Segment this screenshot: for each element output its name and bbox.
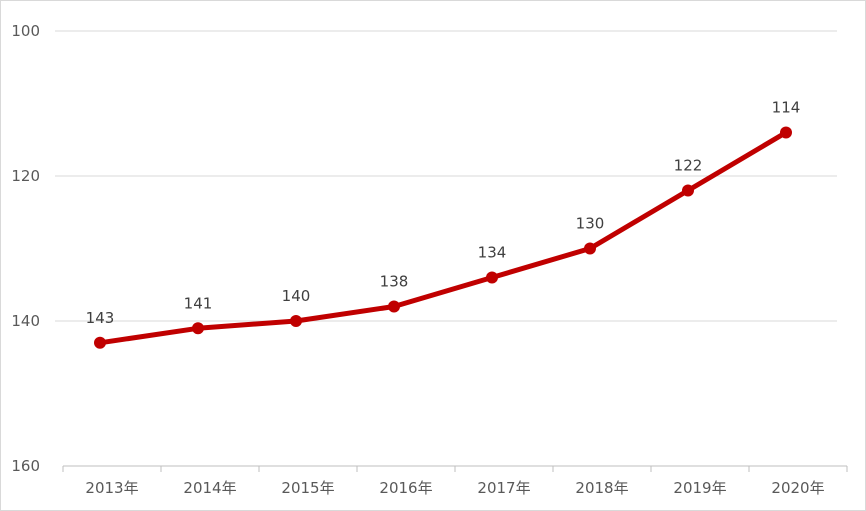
- x-tick-label-3: 2016年: [379, 479, 432, 497]
- data-label-2017年: 134: [478, 244, 507, 262]
- y-tick-label-100: 100: [11, 22, 40, 40]
- y-tick-label-140: 140: [11, 312, 40, 330]
- data-point-2020年: [780, 126, 792, 139]
- x-tick-label-5: 2018年: [575, 479, 628, 497]
- y-tick-label-120: 120: [11, 167, 40, 185]
- data-label-2016年: 138: [380, 273, 409, 291]
- x-tick-label-1: 2014年: [183, 479, 236, 497]
- series-line: [94, 126, 792, 349]
- x-axis-tick-labels: 2013年 2014年 2015年 2016年 2017年 2018年 2019年 2020年: [85, 479, 824, 497]
- x-tick-label-0: 2013年: [85, 479, 138, 497]
- data-point-2016年: [388, 300, 400, 313]
- data-label-2018年: 130: [576, 215, 605, 233]
- data-point-2013年: [94, 336, 106, 349]
- data-point-2018年: [584, 242, 596, 255]
- data-label-2015年: 140: [282, 287, 311, 305]
- gridlines: [55, 30, 837, 322]
- data-label-2013年: 143: [86, 309, 115, 327]
- data-label-2019年: 122: [674, 157, 703, 175]
- y-tick-label-160: 160: [11, 457, 40, 475]
- x-tick-label-4: 2017年: [477, 479, 530, 497]
- series-line-path: [97, 130, 789, 346]
- data-point-2019年: [682, 184, 694, 197]
- x-tick-label-6: 2019年: [673, 479, 726, 497]
- x-tick-label-2: 2015年: [281, 479, 334, 497]
- data-point-2015年: [290, 315, 302, 327]
- data-point-2014年: [192, 322, 204, 335]
- x-axis: [62, 465, 848, 472]
- x-tick-label-7: 2020年: [771, 479, 824, 497]
- data-point-2017年: [486, 271, 498, 284]
- y-axis-tick-labels: 100 120 140 160: [11, 22, 40, 475]
- data-label-2014年: 141: [184, 294, 213, 312]
- data-labels: 143 141 140 138 134 130 122 114: [86, 99, 801, 327]
- data-label-2020年: 114: [772, 99, 801, 117]
